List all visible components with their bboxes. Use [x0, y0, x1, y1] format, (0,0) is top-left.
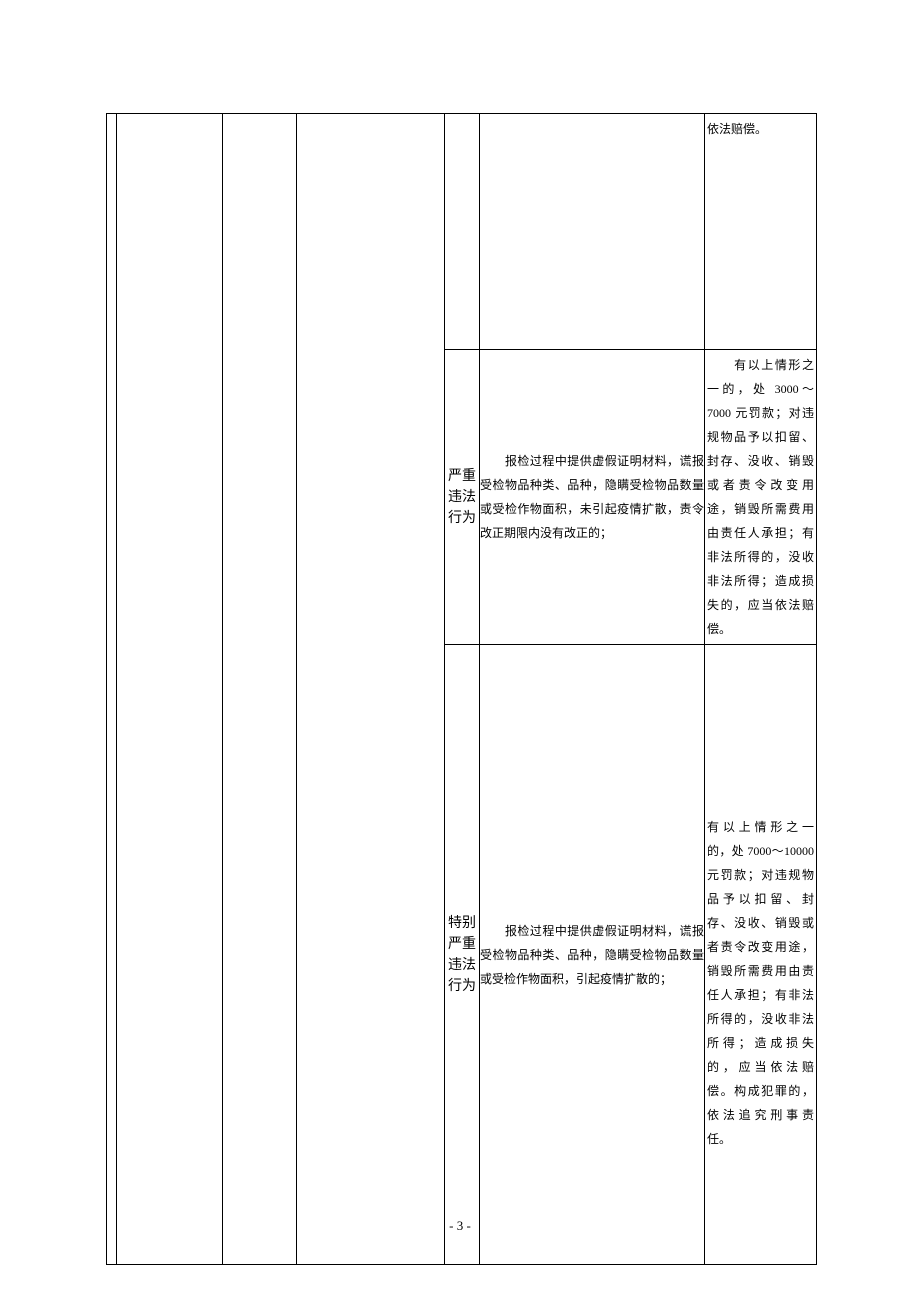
label-char: 严重 [447, 934, 477, 955]
page-container: 依法赔偿。 严重 违法 行为 报检过程中提供虚假证明材料，谎报受检物品种类、品种… [0, 0, 920, 1302]
description-cell-very-serious: 报检过程中提供虚假证明材料，谎报受检物品种类、品种，隐瞒受检物品数量或受检作物面… [480, 645, 705, 1265]
severity-label-very-serious: 特别 严重 违法 行为 [445, 645, 480, 1265]
severity-label-serious: 严重 违法 行为 [445, 350, 480, 645]
cell-empty-col1 [117, 114, 223, 1265]
label-char: 行为 [447, 508, 477, 529]
description-cell-serious: 报检过程中提供虚假证明材料，谎报受检物品种类、品种，隐瞒受检物品数量或受检作物面… [480, 350, 705, 645]
label-char: 严重 [447, 466, 477, 487]
label-char: 特别 [447, 913, 477, 934]
label-char: 行为 [447, 976, 477, 997]
penalty-cell-very-serious: 有以上情形之一的，处 7000～10000 元罚款；对违规物品予以扣留、封存、没… [705, 645, 817, 1265]
regulation-table-wrapper: 依法赔偿。 严重 违法 行为 报检过程中提供虚假证明材料，谎报受检物品种类、品种… [106, 113, 816, 1215]
description-cell-top [480, 114, 705, 350]
cell-empty-col2 [223, 114, 297, 1265]
label-char: 违法 [447, 487, 477, 508]
page-number: - 3 - [0, 1218, 920, 1234]
severity-label-top [445, 114, 480, 350]
label-char: 违法 [447, 955, 477, 976]
regulation-table: 依法赔偿。 严重 违法 行为 报检过程中提供虚假证明材料，谎报受检物品种类、品种… [106, 113, 817, 1265]
penalty-cell-top: 依法赔偿。 [705, 114, 817, 350]
cell-empty-col3 [297, 114, 445, 1265]
penalty-cell-serious: 有以上情形之一的，处 3000～7000 元罚款；对违规物品予以扣留、封存、没收… [705, 350, 817, 645]
cell-empty-col0 [107, 114, 117, 1265]
table-row: 依法赔偿。 [107, 114, 817, 350]
